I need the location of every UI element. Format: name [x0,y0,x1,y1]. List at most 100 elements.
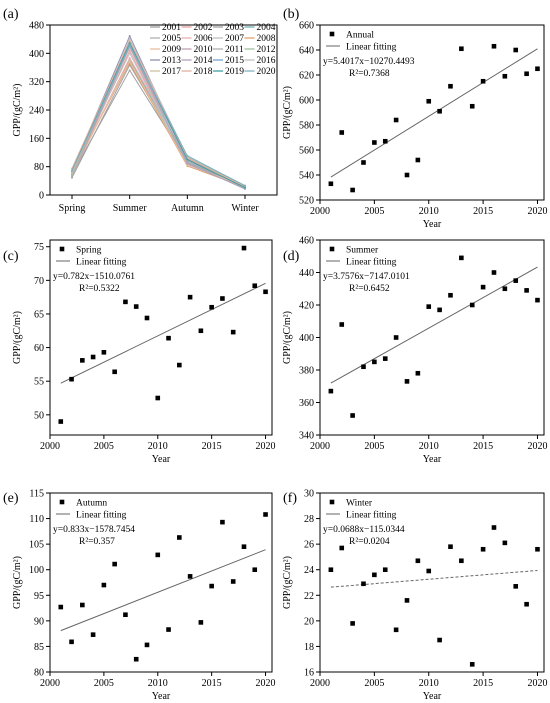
data-point [155,552,161,558]
fit-line [330,48,538,178]
data-point [535,546,540,552]
y-tick-label: 28 [304,514,314,525]
legend-label-2017: 2017 [162,67,181,77]
data-point [177,535,182,540]
fit-r-squared: R²=0.6452 [349,284,390,294]
panel-c: (c) 50 55 60 65 70 75 GPP/(gC/m²) 2000 2005 2010 20… [3,239,276,465]
data-point [502,540,508,546]
data-point [382,138,388,144]
y-tick-label: 400 [29,49,44,60]
series-point-2019 [186,158,189,161]
y-axis-label: GPP/(gC/m²) [282,311,293,364]
legend-label-fit: Linear fitting [76,510,127,521]
data-point [155,395,161,401]
data-point [263,289,268,295]
y-tick-label: 50 [34,410,44,421]
panel-e: (e) 80 85 90 95 100 105 110 115 GPP/(gC/m²) 2000 20… [3,489,276,703]
data-point [393,627,399,633]
x-tick-label: 2020 [256,441,276,452]
data-point [101,349,107,355]
data-point [58,419,64,424]
data-point [144,642,150,648]
panel-letter: (b) [283,7,300,22]
legend-label-fit: Linear fitting [76,257,127,268]
y-tick-label: 80 [34,162,44,173]
x-tick-label: 2005 [364,441,384,452]
fit-line [60,549,266,632]
x-axis-label: Year [423,219,442,230]
y-tick-label: 660 [299,21,314,32]
x-tick-label: Summer [113,203,148,214]
data-point [241,245,247,251]
series-line-2014 [71,45,246,190]
data-point [437,108,442,114]
x-tick-label: 2010 [148,441,168,452]
data-point [328,567,334,573]
data-point [209,304,214,310]
data-point [241,544,247,549]
x-tick-label: 2015 [202,678,222,689]
x-tick-label: 2015 [473,441,493,452]
legend-label-2009: 2009 [162,45,181,55]
fit-equation: y=0.782x−1510.0761 [53,272,135,282]
data-point [513,47,519,53]
data-point [459,46,464,52]
series-point-2019 [244,186,246,189]
legend-marker [329,31,335,37]
data-point [166,627,171,632]
legend-label-2003: 2003 [225,23,244,33]
data-point [480,78,486,84]
fit-r-squared: R²=0.0204 [349,537,390,547]
data-point [426,98,432,104]
panel-b: (b) 520 540 560 580 600 620 640 660 GPP/(gC/m²) 20… [282,7,547,230]
panel-a: (a) 0 80 160 240 320 400 480 GPP/(gC/m²) Spring Su… [3,7,278,214]
y-tick-label: 105 [29,540,44,551]
series-point-2001 [71,176,73,179]
series-point-2020 [244,184,246,187]
data-point [448,292,453,298]
y-tick-label: 75 [34,242,44,253]
x-tick-label: 2000 [40,678,60,689]
data-point [350,621,355,626]
x-tick-label: 2020 [527,441,547,452]
data-point [513,278,519,283]
data-point [361,160,366,165]
y-tick-label: 520 [299,196,314,207]
y-tick-label: 85 [34,642,44,653]
legend-label-2013: 2013 [162,56,181,66]
x-tick-label: 2000 [310,441,330,452]
series-point-2014 [244,187,246,190]
y-tick-label: 400 [299,333,314,344]
y-tick-label: 55 [34,377,44,388]
legend-label-series: Summer [346,246,379,256]
legend-label-2002: 2002 [194,23,213,33]
series-point-2020 [71,169,73,172]
y-tick-label: 640 [299,46,314,57]
series-point-2018 [128,39,131,42]
fit-r-squared: R²=0.5322 [79,284,120,294]
y-axis-label: GPP/(gC/m²) [12,556,23,609]
data-point [502,73,508,79]
data-point [382,356,388,361]
legend-marker [329,499,335,505]
legend-label-series: Autumn [76,499,107,509]
legend-label-2019: 2019 [225,67,244,77]
x-tick-label: 2010 [419,206,439,217]
data-point [187,294,193,300]
data-point [80,602,85,608]
legend-label-2004: 2004 [257,23,276,33]
data-point [393,117,399,123]
data-point [112,369,117,375]
series-line-2008 [71,61,246,188]
y-tick-label: 16 [304,668,314,679]
data-point [339,322,345,327]
legend-label-2015: 2015 [225,56,244,66]
data-point [144,315,150,321]
series-point-2016 [128,38,131,41]
data-point [252,567,258,573]
y-tick-label: 20 [304,616,314,627]
y-tick-label: 95 [34,591,44,602]
data-point [437,637,442,643]
series-point-2007 [128,52,131,55]
